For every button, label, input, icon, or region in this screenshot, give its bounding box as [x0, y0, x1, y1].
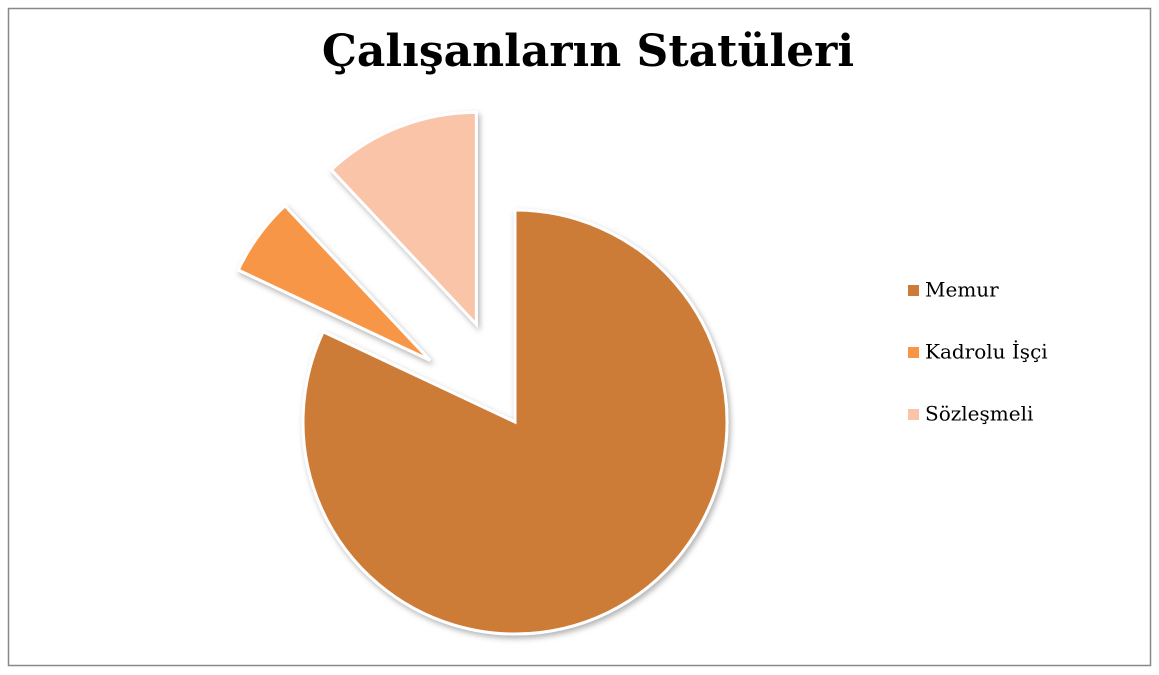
- legend-label: Kadrolu İşçi: [925, 340, 1048, 364]
- legend-swatch: [908, 409, 919, 420]
- legend: Memur Kadrolu İşçi Sözleşmeli: [908, 278, 1048, 426]
- legend-swatch: [908, 285, 919, 296]
- pie-slice: [236, 203, 432, 362]
- legend-label: Sözleşmeli: [925, 402, 1033, 426]
- pie-slice: [329, 110, 478, 329]
- legend-swatch: [908, 347, 919, 358]
- legend-label: Memur: [925, 278, 999, 302]
- pie: [236, 110, 729, 636]
- chart-title: Çalışanların Statüleri: [322, 26, 854, 77]
- pie-slice: [301, 208, 729, 636]
